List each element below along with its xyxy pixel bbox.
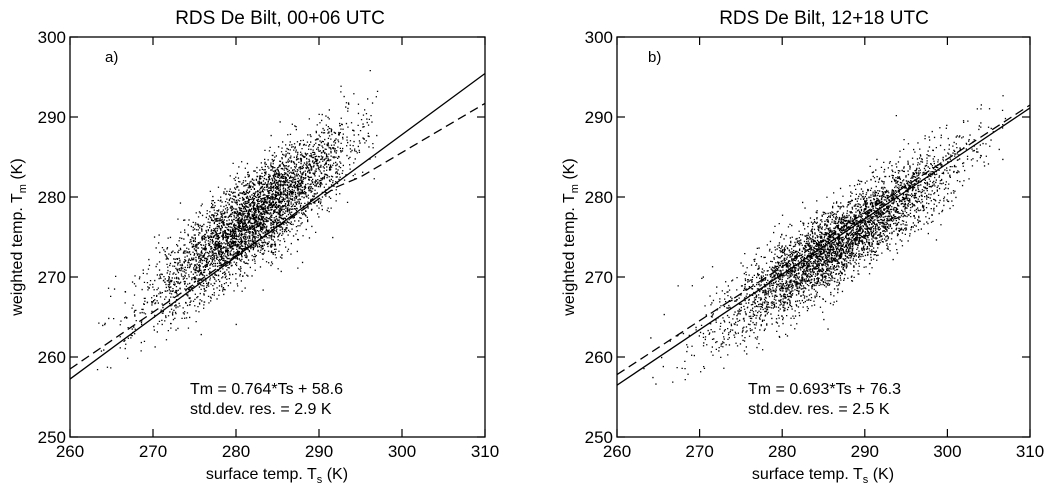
y-tick-label: 280 — [585, 188, 613, 207]
panel-a-title: RDS De Bilt, 00+06 UTC — [175, 8, 385, 29]
panel-a: RDS De Bilt, 00+06 UTC 260 270 280 290 300 31… — [9, 8, 499, 485]
panel-b-x-ticks: 260 270 280 290 300 310 — [603, 37, 1044, 461]
x-tick-label: 310 — [471, 442, 499, 461]
x-tick-label: 300 — [933, 442, 961, 461]
y-tick-label: 260 — [585, 348, 613, 367]
panel-a-label: a) — [105, 49, 118, 66]
panel-b-fit-equation: Tm = 0.693*Ts + 76.3 — [748, 381, 901, 398]
panel-b-x-axis-label: surface temp. Ts (K) — [752, 466, 894, 485]
y-tick-label: 290 — [38, 108, 66, 127]
y-tick-label: 260 — [38, 348, 66, 367]
panel-b-y-axis-label: weighted temp. Tm (K) — [561, 158, 581, 316]
y-tick-label: 270 — [585, 268, 613, 287]
x-tick-label: 270 — [685, 442, 713, 461]
panel-a-x-ticks: 260 270 280 290 300 310 — [56, 37, 499, 461]
panel-a-std-dev: std.dev. res. = 2.9 K — [190, 401, 332, 418]
panel-a-dashed-line — [69, 102, 486, 370]
y-tick-label: 300 — [38, 28, 66, 47]
y-tick-label: 250 — [38, 428, 66, 447]
x-tick-label: 280 — [768, 442, 796, 461]
x-tick-label: 260 — [603, 442, 631, 461]
panel-b-label: b) — [648, 49, 661, 66]
panel-a-points — [96, 70, 379, 371]
panel-b-plot-frame — [616, 36, 1031, 438]
x-tick-label: 290 — [851, 442, 879, 461]
x-tick-label: 290 — [305, 442, 333, 461]
panel-b-points — [643, 95, 1007, 385]
panel-b-std-dev: std.dev. res. = 2.5 K — [748, 401, 890, 418]
x-tick-label: 300 — [388, 442, 416, 461]
panel-a-y-ticks: 250 260 270 280 290 300 — [38, 28, 485, 447]
y-tick-label: 300 — [585, 28, 613, 47]
panel-a-plot-frame — [69, 36, 486, 438]
panel-a-fit-line — [69, 72, 486, 380]
panel-a-y-axis-label: weighted temp. Tm (K) — [9, 158, 29, 316]
y-tick-label: 290 — [585, 108, 613, 127]
x-tick-label: 310 — [1016, 442, 1044, 461]
x-tick-label: 260 — [56, 442, 84, 461]
panel-b-title: RDS De Bilt, 12+18 UTC — [719, 8, 929, 29]
y-tick-label: 270 — [38, 268, 66, 287]
y-tick-label: 250 — [585, 428, 613, 447]
x-tick-label: 270 — [139, 442, 167, 461]
panel-b-dashed-line — [616, 104, 1031, 376]
panel-a-x-axis-label: surface temp. Ts (K) — [206, 466, 348, 485]
panel-b-y-ticks: 250 260 270 280 290 300 — [585, 28, 1030, 447]
panel-a-scatter-points — [96, 70, 379, 371]
panel-a-fit-equation: Tm = 0.764*Ts + 58.6 — [190, 381, 343, 398]
y-tick-label: 280 — [38, 188, 66, 207]
x-tick-label: 280 — [222, 442, 250, 461]
panel-b-scatter-points — [643, 95, 1007, 385]
panel-b-fit-line — [616, 107, 1031, 386]
panel-b: RDS De Bilt, 12+18 UTC 260 270 280 290 300 31… — [561, 8, 1044, 485]
